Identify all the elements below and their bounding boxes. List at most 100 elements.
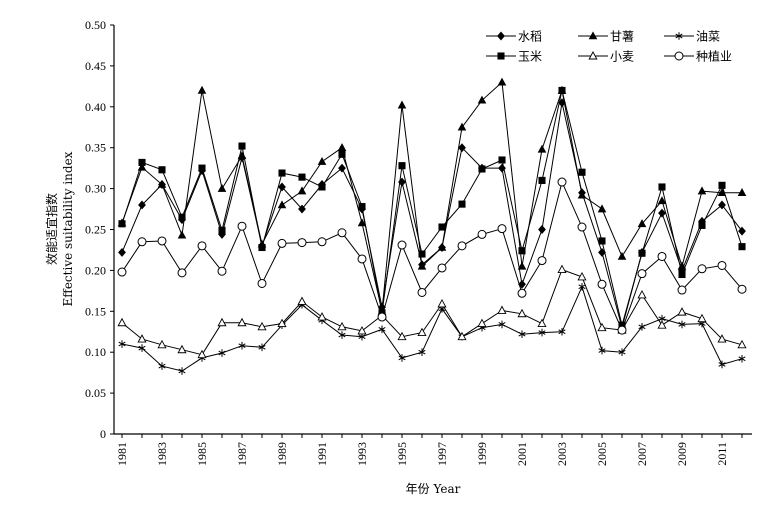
- data-point: [397, 100, 407, 109]
- series-circle: [117, 177, 747, 335]
- data-point: [118, 220, 126, 228]
- data-point: [157, 236, 167, 246]
- x-axis-title: 年份 Year: [406, 482, 461, 496]
- data-point: [338, 163, 346, 173]
- y-tick-label: 0.15: [85, 304, 106, 318]
- data-point: [557, 177, 567, 187]
- data-point: [737, 339, 747, 349]
- data-point: [617, 325, 627, 335]
- data-point: [357, 325, 367, 335]
- data-point: [397, 331, 407, 341]
- data-point: [298, 173, 306, 181]
- series-open-triangle: [117, 264, 747, 359]
- data-point: [657, 251, 667, 261]
- data-point: [217, 317, 227, 327]
- x-tick-label: 2003: [555, 442, 569, 466]
- data-point: [317, 312, 327, 321]
- data-point: [458, 200, 466, 208]
- x-tick-label: 2001: [515, 442, 529, 466]
- legend-item: 水稻: [486, 30, 542, 44]
- data-point: [118, 247, 126, 257]
- x-tick-label: 2009: [675, 442, 689, 466]
- data-point: [517, 288, 527, 298]
- data-point: [337, 321, 347, 331]
- legend-label: 种植业: [696, 49, 732, 64]
- x-tick-label: 1997: [435, 442, 449, 466]
- data-point: [617, 251, 627, 260]
- legend-label: 油菜: [696, 30, 720, 44]
- data-point: [238, 341, 246, 350]
- x-tick-label: 1985: [195, 442, 209, 466]
- data-point: [638, 323, 646, 331]
- y-tick-label: 0.10: [85, 345, 106, 359]
- legend-label: 水稻: [518, 30, 542, 44]
- data-point: [177, 344, 187, 354]
- data-point: [177, 230, 187, 239]
- y-tick-label: 0: [100, 427, 106, 441]
- data-point: [117, 317, 127, 327]
- data-point: [157, 339, 167, 349]
- data-point: [357, 218, 367, 227]
- series-asterisk: [118, 282, 746, 375]
- series-line: [121, 90, 743, 326]
- data-point: [117, 267, 127, 277]
- data-point: [217, 183, 227, 192]
- data-point: [197, 241, 207, 251]
- data-point: [398, 354, 406, 362]
- data-point: [558, 327, 566, 336]
- data-point: [157, 179, 167, 188]
- data-point: [217, 266, 227, 276]
- legend-marker: [497, 31, 505, 41]
- y-tick-label: 0.35: [85, 141, 106, 155]
- data-point: [418, 348, 426, 356]
- data-point: [177, 268, 187, 278]
- data-point: [537, 318, 547, 328]
- data-point: [738, 243, 746, 251]
- data-point: [578, 282, 586, 291]
- data-point: [258, 343, 266, 352]
- data-point: [538, 225, 546, 234]
- data-point: [417, 287, 427, 297]
- data-point: [317, 156, 327, 165]
- data-point: [257, 278, 267, 288]
- legend-item: 甘薯: [578, 30, 634, 44]
- data-point: [517, 261, 527, 270]
- data-point: [598, 237, 606, 245]
- data-point: [718, 360, 726, 369]
- data-point: [577, 222, 587, 232]
- data-point: [398, 162, 406, 170]
- x-tick-label: 1987: [235, 442, 249, 466]
- data-point: [718, 181, 726, 189]
- data-point: [257, 321, 267, 331]
- legend-marker: [588, 51, 598, 60]
- data-point: [378, 325, 386, 334]
- data-point: [138, 200, 146, 210]
- data-point: [277, 200, 287, 209]
- data-point: [297, 186, 307, 195]
- data-point: [478, 165, 486, 173]
- series-diamond: [118, 98, 746, 333]
- data-point: [538, 176, 546, 184]
- data-point: [477, 95, 487, 104]
- data-point: [558, 86, 566, 94]
- data-point: [337, 228, 347, 238]
- data-point: [498, 320, 506, 329]
- y-tick-label: 0.05: [85, 386, 106, 400]
- data-point: [258, 243, 266, 252]
- data-point: [318, 183, 326, 191]
- data-point: [517, 308, 527, 318]
- data-point: [697, 264, 707, 274]
- data-point: [477, 318, 487, 328]
- y-tick-label: 0.25: [85, 223, 106, 237]
- data-point: [638, 249, 646, 257]
- data-point: [577, 190, 587, 199]
- data-point: [418, 250, 426, 258]
- legend-item: 玉米: [486, 50, 542, 64]
- data-point: [297, 296, 307, 305]
- series-line: [121, 81, 742, 312]
- series-line: [121, 285, 743, 372]
- axes: 0 0.05 0.10 0.15 0.20 0.25 0.30 0.35 0.40 0.45 0.5…: [85, 18, 752, 466]
- data-point: [277, 238, 287, 248]
- data-point: [578, 168, 586, 176]
